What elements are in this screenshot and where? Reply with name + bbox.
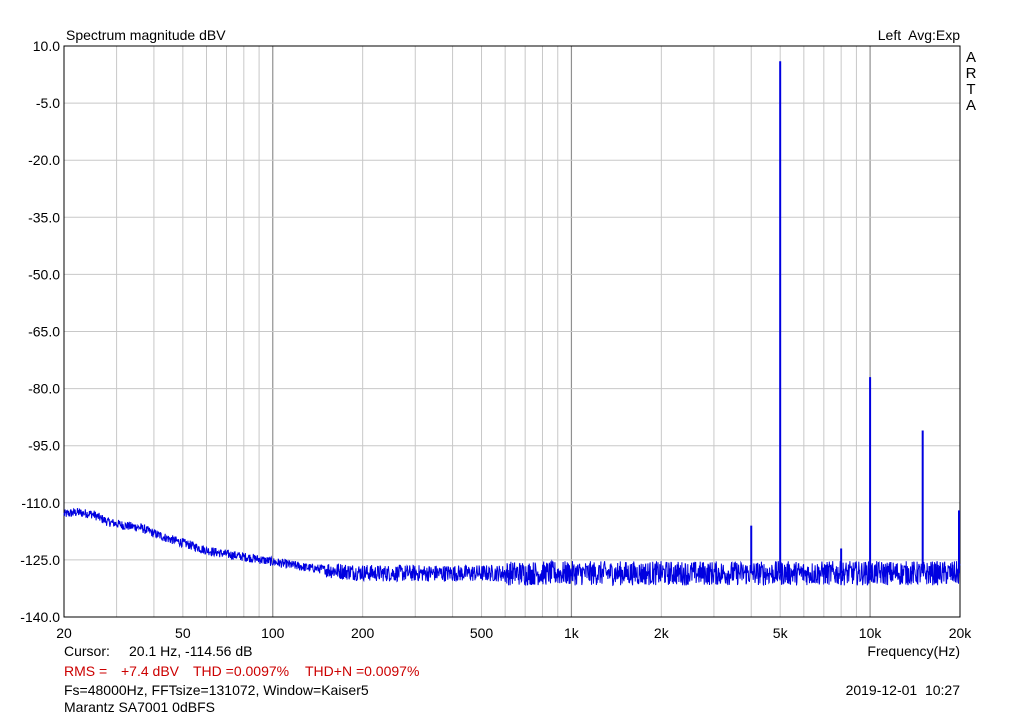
x-tick-label: 2k xyxy=(654,625,670,641)
y-tick-label: 10.0 xyxy=(33,38,60,54)
x-tick-label: 100 xyxy=(261,625,285,641)
x-axis-label: Frequency(Hz) xyxy=(867,643,960,659)
thd-readout: THD =0.0097% xyxy=(193,663,290,679)
x-tick-label: 20 xyxy=(56,625,72,641)
y-tick-label: -50.0 xyxy=(28,266,60,282)
x-tick-label: 50 xyxy=(175,625,191,641)
y-tick-label: -80.0 xyxy=(28,381,60,397)
noise-floor-trace xyxy=(63,507,961,587)
brand-letter: T xyxy=(966,81,976,98)
y-tick-label: -35.0 xyxy=(28,209,60,225)
thdn-readout: THD+N =0.0097% xyxy=(305,663,420,679)
x-tick-label: 10k xyxy=(859,625,883,641)
chart-title: Spectrum magnitude dBV xyxy=(66,27,226,43)
brand-logo: A R T A xyxy=(964,50,978,114)
x-tick-label: 200 xyxy=(351,625,375,641)
plot-border xyxy=(63,45,961,618)
y-tick-label: -125.0 xyxy=(20,552,60,568)
rms-label: RMS = xyxy=(64,663,108,679)
brand-letter: A xyxy=(965,97,976,114)
measurement-name: Marantz SA7001 0dBFS xyxy=(64,699,215,715)
y-tick-label: -5.0 xyxy=(36,95,60,111)
channel-mode-label: Left Avg:Exp xyxy=(877,27,960,43)
x-tick-label: 500 xyxy=(470,625,494,641)
y-tick-label: -140.0 xyxy=(20,609,60,625)
y-tick-label: -65.0 xyxy=(28,324,60,340)
cursor-readout: 20.1 Hz, -114.56 dB xyxy=(129,643,253,659)
y-tick-label: -110.0 xyxy=(21,495,60,511)
brand-letter: A xyxy=(965,49,976,66)
x-tick-label: 1k xyxy=(564,625,580,641)
x-tick-label: 5k xyxy=(773,625,789,641)
x-tick-label: 20k xyxy=(949,625,973,641)
cursor-label: Cursor: xyxy=(64,643,110,659)
rms-value: +7.4 dBV xyxy=(121,663,179,679)
y-tick-label: -20.0 xyxy=(28,152,60,168)
y-tick-label: -95.0 xyxy=(28,438,60,454)
brand-letter: R xyxy=(965,65,977,82)
analysis-settings: Fs=48000Hz, FFTsize=131072, Window=Kaise… xyxy=(64,682,369,698)
timestamp: 2019-12-01 10:27 xyxy=(845,682,960,698)
